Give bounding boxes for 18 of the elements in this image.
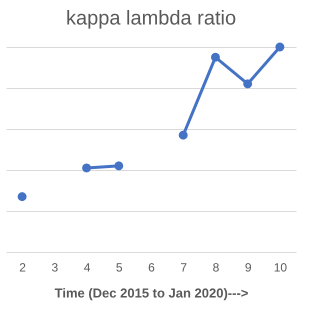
x-axis-title: Time (Dec 2015 to Jan 2020)---> bbox=[54, 286, 249, 300]
x-tick-label: 3 bbox=[51, 260, 58, 274]
point bbox=[243, 79, 252, 88]
point bbox=[82, 163, 92, 172]
point bbox=[275, 42, 284, 52]
x-tick-label: 7 bbox=[180, 260, 188, 274]
x-tick-label: 4 bbox=[84, 260, 91, 274]
x-tick-label: 8 bbox=[212, 260, 220, 274]
point bbox=[114, 161, 124, 170]
point bbox=[210, 52, 220, 62]
x-tick-label: 9 bbox=[244, 260, 252, 274]
x-tick-label: 5 bbox=[116, 260, 123, 274]
point bbox=[178, 130, 188, 140]
x-tick-label: 6 bbox=[148, 260, 156, 274]
point bbox=[18, 192, 27, 202]
chart-title: kappa lambda ratio bbox=[66, 8, 236, 30]
x-tick-label: 2 bbox=[19, 260, 26, 274]
x-tick-label: 10 bbox=[274, 260, 288, 274]
